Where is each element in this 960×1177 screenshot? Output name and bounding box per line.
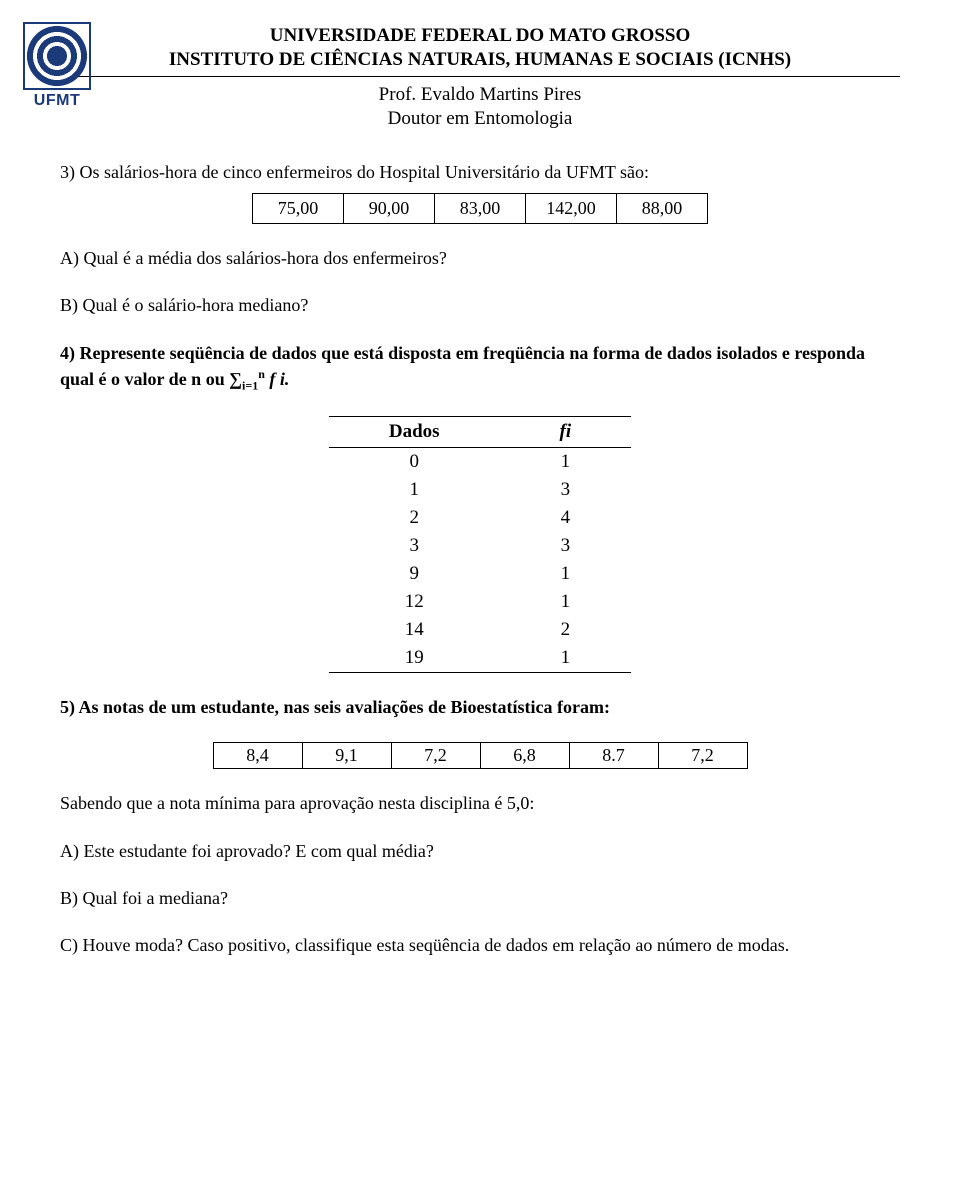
professor-degree: Doutor em Entomologia [60, 107, 900, 132]
q5-val-3: 6,8 [480, 743, 569, 769]
q5-sub-a: A) Este estudante foi aprovado? E com qu… [60, 839, 900, 864]
cell-fi: 4 [500, 504, 632, 532]
table-row: 8,4 9,1 7,2 6,8 8.7 7,2 [213, 743, 747, 769]
q3-val-4: 88,00 [617, 194, 708, 224]
q5-val-1: 9,1 [302, 743, 391, 769]
q3-values-table: 75,00 90,00 83,00 142,00 88,00 [252, 193, 708, 224]
sum-lower: i=1 [242, 378, 258, 392]
q3-sub-a: A) Qual é a média dos salários-hora dos … [60, 246, 900, 271]
q3-val-1: 90,00 [344, 194, 435, 224]
professor-name: Prof. Evaldo Martins Pires [60, 83, 900, 108]
cell-fi: 1 [500, 588, 632, 616]
cell-dados: 0 [329, 448, 500, 477]
q4-text-pre: 4) Represente seqüência de dados que est… [60, 343, 865, 389]
cell-fi: 3 [500, 532, 632, 560]
header-rule [60, 76, 900, 77]
q5-val-4: 8.7 [569, 743, 658, 769]
cell-dados: 2 [329, 504, 500, 532]
sum-expression: ∑i=1n [229, 369, 265, 389]
sigma-icon: ∑ [229, 369, 242, 389]
q3-val-0: 75,00 [253, 194, 344, 224]
q3-val-3: 142,00 [526, 194, 617, 224]
cell-dados: 3 [329, 532, 500, 560]
col-dados: Dados [329, 417, 500, 448]
q5-val-2: 7,2 [391, 743, 480, 769]
logo-text: UFMT [34, 92, 80, 110]
cell-fi: 1 [500, 644, 632, 673]
question-4: 4) Represente seqüência de dados que est… [60, 341, 900, 395]
cell-dados: 14 [329, 616, 500, 644]
institution-line-1: UNIVERSIDADE FEDERAL DO MATO GROSSO [60, 24, 900, 48]
table-row: 191 [329, 644, 631, 673]
q5-context: Sabendo que a nota mínima para aprovação… [60, 791, 900, 816]
table-row: 13 [329, 476, 631, 504]
question-3: 3) Os salários-hora de cinco enfermeiros… [60, 160, 900, 224]
cell-fi: 3 [500, 476, 632, 504]
ufmt-logo: UFMT [22, 26, 92, 116]
q3-sub-b: B) Qual é o salário-hora mediano? [60, 293, 900, 318]
question-5: 5) As notas de um estudante, nas seis av… [60, 695, 900, 720]
table-row: 142 [329, 616, 631, 644]
col-fi: fi [500, 417, 632, 448]
cell-dados: 12 [329, 588, 500, 616]
q5-sub-b: B) Qual foi a mediana? [60, 886, 900, 911]
cell-fi: 1 [500, 560, 632, 588]
table-header-row: Dados fi [329, 417, 631, 448]
sum-upper: n [258, 367, 265, 381]
q3-text: 3) Os salários-hora de cinco enfermeiros… [60, 162, 649, 182]
cell-dados: 1 [329, 476, 500, 504]
table-row: 33 [329, 532, 631, 560]
frequency-table: Dados fi 0113243391121142191 [329, 416, 631, 673]
q4-text-after: f i. [265, 369, 290, 389]
cell-dados: 9 [329, 560, 500, 588]
institution-line-2: INSTITUTO DE CIÊNCIAS NATURAIS, HUMANAS … [60, 48, 900, 72]
table-row: 121 [329, 588, 631, 616]
page-header: UFMT UNIVERSIDADE FEDERAL DO MATO GROSSO… [60, 24, 900, 132]
cell-fi: 2 [500, 616, 632, 644]
table-row: 24 [329, 504, 631, 532]
table-row: 91 [329, 560, 631, 588]
table-row: 75,00 90,00 83,00 142,00 88,00 [253, 194, 708, 224]
q5-values-table: 8,4 9,1 7,2 6,8 8.7 7,2 [213, 742, 748, 769]
q3-val-2: 83,00 [435, 194, 526, 224]
q5-val-0: 8,4 [213, 743, 302, 769]
q5-sub-c: C) Houve moda? Caso positivo, classifiqu… [60, 933, 900, 958]
cell-dados: 19 [329, 644, 500, 673]
table-row: 01 [329, 448, 631, 477]
q5-val-5: 7,2 [658, 743, 747, 769]
cell-fi: 1 [500, 448, 632, 477]
